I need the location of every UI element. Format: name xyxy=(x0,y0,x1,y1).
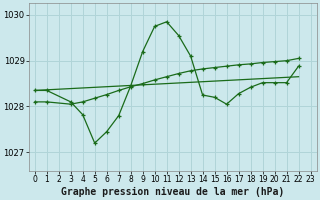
X-axis label: Graphe pression niveau de la mer (hPa): Graphe pression niveau de la mer (hPa) xyxy=(61,186,284,197)
